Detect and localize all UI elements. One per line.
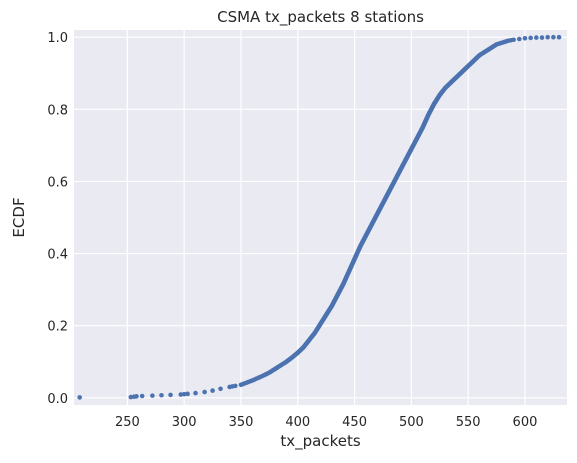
y-axis-label: ECDF	[10, 197, 28, 237]
y-tick-label: 0.2	[47, 320, 68, 335]
data-point	[185, 391, 190, 397]
x-tick-label: 600	[513, 415, 538, 430]
x-tick-label: 450	[342, 415, 367, 430]
data-point	[150, 393, 155, 398]
x-tick-label: 550	[456, 415, 481, 430]
x-tick-labels: 250 300 350 400 450 500 550 600	[115, 415, 537, 430]
grid-lines	[74, 30, 567, 405]
data-point	[178, 392, 184, 397]
x-tick-label: 300	[172, 415, 197, 430]
data-point	[233, 383, 238, 389]
data-point	[202, 389, 207, 395]
data-point	[511, 37, 516, 43]
x-tick-label: 400	[285, 415, 310, 430]
data-point	[539, 35, 545, 40]
data-point	[528, 35, 533, 41]
y-tick-label: 1.0	[47, 31, 68, 46]
chart-title: CSMA tx_packets 8 stations	[217, 8, 424, 27]
x-tick-label: 250	[115, 415, 140, 430]
data-point	[551, 34, 556, 40]
y-tick-label: 0.8	[47, 103, 68, 118]
x-axis-label: tx_packets	[280, 432, 360, 451]
y-tick-labels: 0.0 0.2 0.4 0.6 0.8 1.0	[47, 31, 68, 407]
data-point	[218, 386, 223, 392]
data-point	[128, 394, 134, 400]
data-point	[210, 388, 215, 393]
data-point	[193, 390, 198, 396]
data-point	[522, 35, 528, 41]
data-point	[168, 392, 173, 398]
data-point	[534, 35, 539, 40]
x-tick-label: 500	[399, 415, 424, 430]
data-point	[139, 393, 145, 399]
data-point	[516, 36, 522, 42]
data-point	[134, 394, 139, 399]
y-tick-label: 0.4	[47, 248, 68, 263]
y-tick-label: 0.6	[47, 175, 68, 190]
data-point	[545, 34, 550, 40]
data-point	[77, 395, 82, 400]
y-tick-label: 0.0	[47, 392, 68, 407]
data-point	[556, 34, 562, 40]
data-points	[77, 34, 562, 400]
x-tick-label: 350	[229, 415, 254, 430]
data-point	[181, 391, 187, 397]
plot-background	[74, 30, 567, 405]
data-point	[159, 392, 164, 398]
